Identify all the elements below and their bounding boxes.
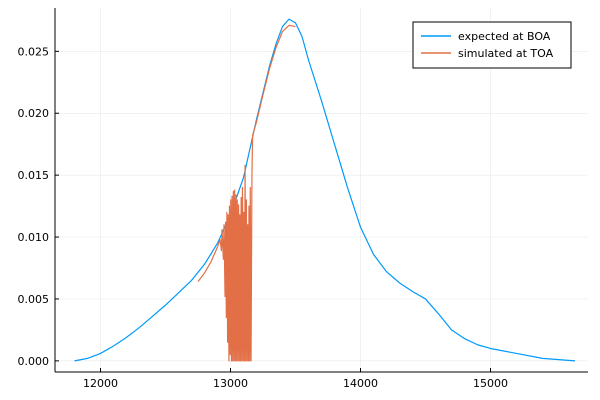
- y-tick-label: 0.020: [18, 107, 50, 120]
- x-tick-label: 13000: [213, 377, 248, 390]
- y-tick-label: 0.025: [18, 45, 50, 58]
- y-tick-label: 0.005: [18, 293, 50, 306]
- legend-label-2: simulated at TOA: [458, 47, 554, 60]
- legend-box: [412, 21, 572, 69]
- legend-label-1: expected at BOA: [458, 30, 551, 43]
- series-layer: [74, 18, 576, 362]
- y-tick-label: 0.000: [18, 355, 50, 368]
- x-tick-label: 15000: [473, 377, 508, 390]
- x-tick-label: 14000: [343, 377, 378, 390]
- series-line-1: [74, 18, 576, 362]
- legend: expected at BOA simulated at TOA: [412, 21, 572, 69]
- y-tick-label: 0.015: [18, 169, 50, 182]
- ticks-layer: 12000 13000 14000 15000 0.000 0.005 0.010 0.015…: [18, 45, 509, 390]
- axes-layer: [54, 8, 588, 373]
- y-tick-label: 0.010: [18, 231, 50, 244]
- x-tick-label: 12000: [83, 377, 118, 390]
- series-line-2: [197, 24, 296, 362]
